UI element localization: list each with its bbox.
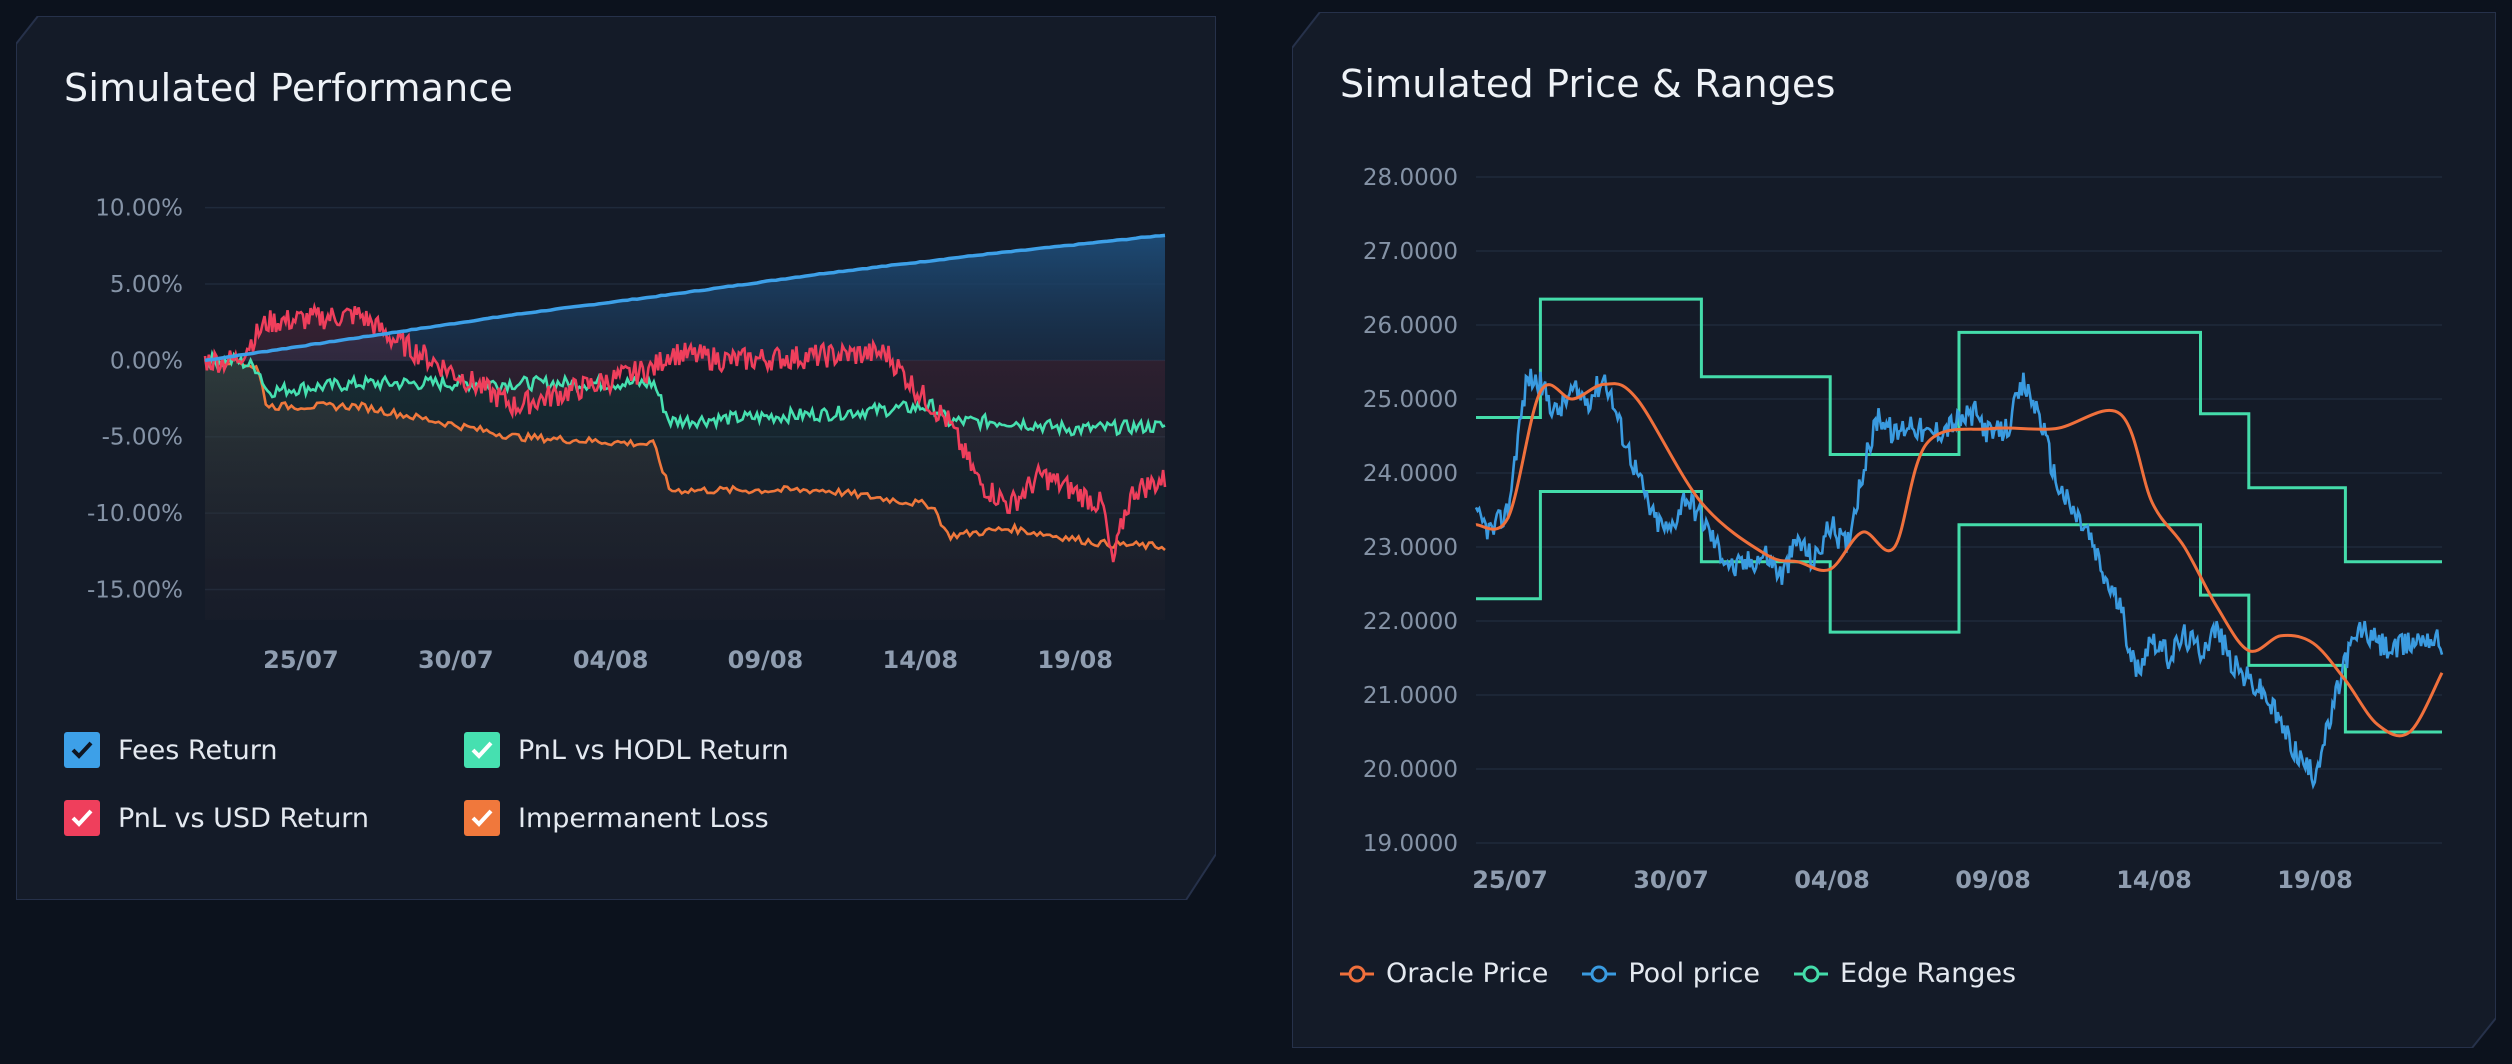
y-tick-label: 19.0000	[1363, 831, 1458, 857]
legend-fees-return[interactable]: Fees Return	[64, 732, 278, 768]
legend-label: Pool price	[1628, 958, 1760, 989]
y-tick-label: 21.0000	[1363, 683, 1458, 709]
x-tick-label: 25/07	[1472, 866, 1548, 894]
fees-area	[205, 235, 1165, 361]
y-tick-label: -10.00%	[87, 501, 183, 527]
legend-impermanent-loss[interactable]: Impermanent Loss	[464, 800, 769, 836]
y-tick-label: 24.0000	[1363, 461, 1458, 487]
pnl-hodl-line	[203, 349, 1166, 438]
panel-frame	[1292, 12, 2496, 1048]
legend-label: Fees Return	[118, 734, 278, 766]
y-tick-label: -15.00%	[87, 577, 183, 603]
edge-range-lower-line	[1476, 490, 2442, 734]
line-marker-icon	[1340, 965, 1374, 982]
line-marker-icon	[1793, 965, 1828, 982]
legend-edge-ranges[interactable]: Edge Ranges	[1793, 958, 2017, 989]
legend-label: Oracle Price	[1386, 958, 1549, 989]
price-ranges-panel: Simulated Price & Ranges	[1292, 12, 2496, 1048]
checkbox-checked-icon	[464, 800, 500, 836]
line-marker-icon	[1582, 965, 1617, 982]
y-tick-label: 25.0000	[1363, 387, 1458, 413]
y-tick-label: 28.0000	[1363, 165, 1458, 191]
legend-label: PnL vs USD Return	[118, 802, 370, 834]
legend-label: Impermanent Loss	[518, 802, 769, 834]
legend-pnl-usd[interactable]: PnL vs USD Return	[64, 800, 369, 836]
edge-range-upper-line	[1476, 297, 2442, 564]
y-tick-label: 0.00%	[110, 348, 183, 374]
performance-legend: Fees Return PnL vs HODL Return PnL vs US…	[64, 732, 904, 892]
impermanent-loss-line	[204, 354, 1166, 551]
x-tick-label: 30/07	[1633, 866, 1709, 894]
usd-area	[205, 306, 1165, 562]
x-tick-label: 14/08	[883, 646, 959, 674]
legend-label: PnL vs HODL Return	[518, 734, 789, 766]
legend-pnl-hodl[interactable]: PnL vs HODL Return	[464, 732, 789, 768]
price-legend: Oracle Price Pool price Edge Ranges	[1340, 958, 2016, 989]
oracle-price-line	[1475, 382, 2444, 738]
x-tick-label: 25/07	[263, 646, 339, 674]
x-tick-label: 09/08	[1955, 866, 2031, 894]
x-tick-label: 14/08	[2116, 866, 2192, 894]
x-tick-label: 30/07	[418, 646, 494, 674]
checkbox-checked-icon	[64, 732, 100, 768]
x-tick-label: 19/08	[2277, 866, 2353, 894]
y-tick-label: 10.00%	[95, 196, 183, 222]
y-tick-label: 5.00%	[110, 272, 183, 298]
pnl-usd-line	[203, 301, 1167, 563]
hodl-area	[205, 354, 1165, 559]
y-tick-label: 23.0000	[1363, 535, 1458, 561]
legend-pool-price[interactable]: Pool price	[1582, 958, 1760, 989]
x-tick-label: 04/08	[1794, 866, 1870, 894]
performance-title: Simulated Performance	[64, 66, 514, 110]
x-tick-label: 04/08	[573, 646, 649, 674]
legend-label: Edge Ranges	[1839, 958, 2017, 989]
x-tick-label: 19/08	[1037, 646, 1113, 674]
x-tick-label: 09/08	[728, 646, 804, 674]
y-tick-label: 20.0000	[1363, 757, 1458, 783]
y-tick-label: 22.0000	[1363, 609, 1458, 635]
pool-price-line	[1474, 368, 2444, 790]
y-tick-label: 27.0000	[1363, 239, 1458, 265]
price-ranges-title: Simulated Price & Ranges	[1340, 62, 1836, 106]
checkbox-checked-icon	[64, 800, 100, 836]
fees-return-line	[204, 233, 1166, 363]
checkbox-checked-icon	[464, 732, 500, 768]
y-tick-label: -5.00%	[102, 425, 183, 451]
y-tick-label: 26.0000	[1363, 313, 1458, 339]
legend-oracle-price[interactable]: Oracle Price	[1340, 958, 1548, 989]
